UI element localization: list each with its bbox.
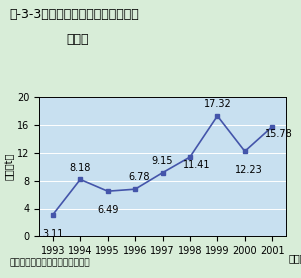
Text: 9.15: 9.15 <box>152 156 173 166</box>
Text: （年）: （年） <box>288 253 301 263</box>
Text: 11.41: 11.41 <box>183 160 211 170</box>
Text: 8.18: 8.18 <box>70 163 91 173</box>
Text: 6.78: 6.78 <box>129 172 150 182</box>
Text: 12.23: 12.23 <box>235 165 263 175</box>
Text: 17.32: 17.32 <box>203 99 231 109</box>
Text: 15.78: 15.78 <box>265 129 293 139</box>
Text: 序-3-3図　有害廃棄物の越境移動量: 序-3-3図 有害廃棄物の越境移動量 <box>9 8 139 21</box>
Y-axis label: （百万t）: （百万t） <box>4 153 14 180</box>
Text: の推移: の推移 <box>66 33 89 46</box>
Text: 3.11: 3.11 <box>42 229 64 239</box>
Text: （出典）バーゼル条約事務局資料: （出典）バーゼル条約事務局資料 <box>9 258 90 267</box>
Text: 6.49: 6.49 <box>97 205 118 215</box>
